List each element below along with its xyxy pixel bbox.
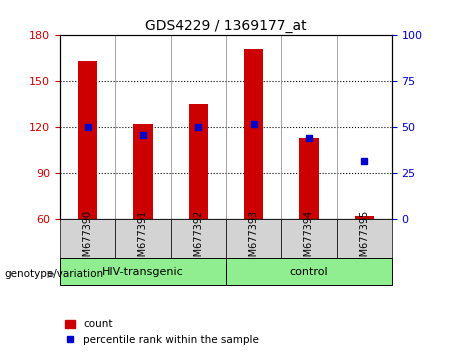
Bar [355,216,374,219]
FancyBboxPatch shape [226,258,392,285]
Text: GSM677392: GSM677392 [193,209,203,269]
Text: GSM677390: GSM677390 [83,209,93,269]
Text: HIV-transgenic: HIV-transgenic [102,267,184,277]
FancyBboxPatch shape [281,219,337,258]
FancyBboxPatch shape [60,219,115,258]
Bar [78,62,97,219]
Legend: count, percentile rank within the sample: count, percentile rank within the sample [60,315,264,349]
FancyBboxPatch shape [171,219,226,258]
Bar [133,124,153,219]
Text: GSM677393: GSM677393 [248,209,259,269]
FancyBboxPatch shape [226,219,281,258]
Text: genotype/variation: genotype/variation [5,269,104,279]
Text: GSM677394: GSM677394 [304,209,314,269]
FancyBboxPatch shape [60,258,226,285]
FancyBboxPatch shape [115,219,171,258]
Bar [299,138,319,219]
Title: GDS4229 / 1369177_at: GDS4229 / 1369177_at [145,19,307,33]
FancyBboxPatch shape [337,219,392,258]
Text: GSM677391: GSM677391 [138,209,148,269]
Bar [244,49,263,219]
Text: control: control [290,267,328,277]
Text: GSM677395: GSM677395 [359,209,369,269]
Bar [189,104,208,219]
